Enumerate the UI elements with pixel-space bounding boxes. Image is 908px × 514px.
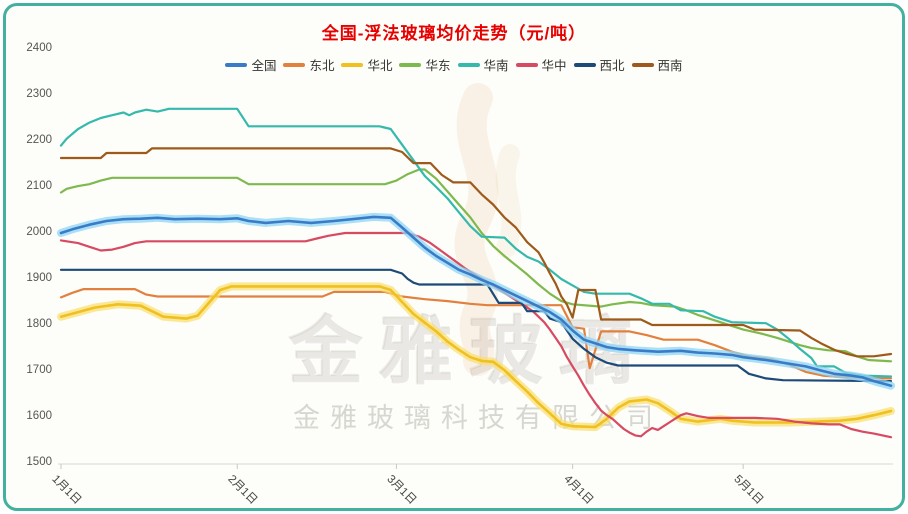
series-line-xibei [59,268,893,383]
series-line-huanan [59,107,893,378]
legend-item-huadong[interactable]: 华东 [399,55,451,74]
series-line-huadong [59,168,893,363]
legend-dash-icon [573,62,596,67]
legend-dash-icon [515,62,538,67]
y-axis-label: 2300 [26,88,52,100]
legend-item-huanan[interactable]: 华南 [457,55,509,74]
legend-label: 华南 [483,59,509,73]
y-axis-label: 2400 [26,42,52,54]
legend-label: 西北 [599,59,625,73]
y-axis-label: 1500 [26,456,52,468]
legend-dash-icon [457,62,480,67]
legend-item-xibei[interactable]: 西北 [573,55,625,74]
watermark-flame-icon [495,144,522,258]
watermark-flame-icon [454,83,499,376]
legend: 全国 东北 华北 华东 华南 华中 西北 西南 [6,55,902,74]
legend-dash-icon [631,62,654,67]
y-axis-label: 1800 [26,318,52,330]
legend-label: 全国 [251,59,277,73]
y-axis-label: 1900 [26,272,52,284]
legend-dash-icon [399,62,422,67]
legend-label: 西南 [657,59,683,73]
legend-item-quanguo[interactable]: 全国 [225,55,276,74]
legend-label: 东北 [309,59,335,73]
series-line-xinan [59,147,893,358]
series-line-huazhong [59,231,893,439]
series-line-quanguo [59,215,893,388]
series-line-huabei [59,285,893,429]
y-axis-label: 2000 [26,226,52,238]
chart-plot-area [57,83,895,469]
y-axis-label: 2100 [26,180,52,192]
y-axis-label: 2200 [26,134,52,146]
legend-dash-icon [225,62,248,67]
legend-label: 华北 [367,59,393,73]
legend-item-dongbei[interactable]: 东北 [283,55,334,74]
legend-label: 华东 [425,59,451,73]
chart-title: 全国-浮法玻璃均价走势（元/吨） [321,24,587,43]
legend-item-huabei[interactable]: 华北 [341,55,392,74]
legend-item-huazhong[interactable]: 华中 [515,55,567,74]
legend-label: 华中 [541,59,567,73]
chart-card: 金雅玻璃 金雅玻璃科技有限公司 全国-浮法玻璃均价走势（元/吨） 全国 东北 华北华… [3,3,905,511]
y-axis-label: 1600 [26,410,52,422]
y-axis-label: 1700 [26,364,52,376]
legend-dash-icon [283,62,306,67]
legend-dash-icon [341,62,364,67]
legend-item-xinan[interactable]: 西南 [631,55,683,74]
